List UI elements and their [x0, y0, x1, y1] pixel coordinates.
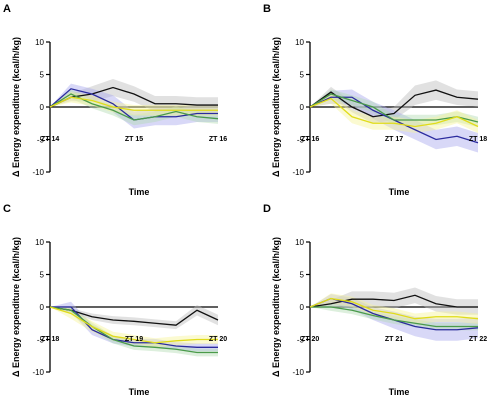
y-tick-label: -10: [32, 168, 44, 177]
y-tick-label: -5: [37, 136, 45, 145]
y-tick-label: -5: [297, 136, 305, 145]
x-axis-label: Time: [129, 187, 150, 197]
y-axis-label: Δ Energy expenditure (kcal/h/kg): [11, 237, 21, 377]
series-line: [49, 86, 218, 108]
x-tick-label: ZT 16: [209, 136, 227, 143]
y-tick-label: -5: [297, 336, 305, 345]
x-tick-label: ZT 20: [301, 336, 319, 343]
series-line: [309, 97, 479, 128]
series-error-band: [50, 307, 218, 348]
series-line: [49, 93, 219, 121]
panel-a: A -10 -5 0 5 10 Δ Energy expenditure (kcal/h/k…: [3, 3, 227, 197]
y-tick-label: 5: [300, 271, 305, 280]
y-tick-label: 0: [40, 303, 45, 312]
y-tick-label: -10: [292, 368, 304, 377]
panel-letter: B: [263, 3, 271, 15]
y-axis-label: Δ Energy expenditure (kcal/h/kg): [271, 237, 281, 377]
y-tick-label: 10: [295, 38, 304, 47]
x-tick-label: ZT 18: [469, 136, 487, 143]
y-tick-label: -5: [37, 336, 45, 345]
y-tick-label: 5: [300, 71, 305, 80]
x-tick-label: ZT 15: [125, 136, 143, 143]
y-tick-label: -10: [32, 368, 44, 377]
panel-letter: A: [3, 3, 11, 15]
x-tick-label: ZT 20: [209, 336, 227, 343]
x-tick-label: ZT 14: [41, 136, 59, 143]
y-tick-label: 10: [35, 38, 44, 47]
series-line: [49, 306, 218, 354]
x-axis-label: Time: [389, 387, 410, 397]
y-tick-label: 5: [40, 271, 45, 280]
y-tick-label: 0: [300, 103, 305, 112]
series-error-band: [310, 80, 478, 124]
y-tick-label: -10: [292, 168, 304, 177]
panel-d: D -10 -5 0 5 10 Δ Energy expenditure (kcal/h/k…: [263, 203, 487, 397]
series-line: [49, 306, 219, 326]
series-line: [309, 297, 479, 320]
series-error-band: [50, 305, 218, 330]
x-axis-label: Time: [129, 387, 150, 397]
x-axis-label: Time: [389, 187, 410, 197]
series-line: [309, 294, 478, 308]
panel-letter: D: [263, 203, 271, 215]
x-tick-label: ZT 22: [469, 336, 487, 343]
y-axis-label: Δ Energy expenditure (kcal/h/kg): [271, 37, 281, 177]
y-tick-label: 10: [35, 238, 44, 247]
series-line: [309, 93, 479, 123]
panel-b: B -10 -5 0 5 10 Δ Energy expenditure (kcal/h/k…: [263, 3, 487, 197]
series-line: [310, 306, 478, 328]
y-tick-label: 10: [295, 238, 304, 247]
series-line: [49, 306, 218, 344]
series-error-band: [310, 89, 478, 128]
x-tick-label: ZT 17: [385, 136, 403, 143]
x-tick-label: ZT 18: [41, 336, 59, 343]
series-line: [49, 96, 218, 111]
x-tick-label: ZT 19: [125, 336, 143, 343]
y-axis-label: Δ Energy expenditure (kcal/h/kg): [11, 37, 21, 177]
series-error-band: [310, 89, 478, 153]
y-tick-label: 0: [40, 103, 45, 112]
y-tick-label: 5: [40, 71, 45, 80]
panel-c: C -10 -5 0 5 10 Δ Energy expenditure (kcal/h/k…: [3, 203, 227, 397]
x-tick-label: ZT 21: [385, 336, 403, 343]
y-tick-label: 0: [300, 303, 305, 312]
series-line: [50, 306, 218, 348]
x-tick-label: ZT 16: [301, 136, 319, 143]
panel-letter: C: [3, 203, 11, 215]
